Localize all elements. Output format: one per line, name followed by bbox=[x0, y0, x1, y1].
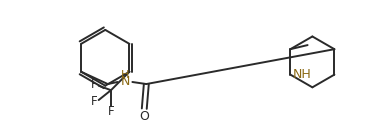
Text: F: F bbox=[90, 77, 97, 91]
Text: F: F bbox=[108, 105, 114, 118]
Text: H: H bbox=[121, 70, 129, 80]
Text: F: F bbox=[90, 95, 97, 108]
Text: NH: NH bbox=[293, 68, 312, 81]
Text: O: O bbox=[139, 110, 149, 122]
Text: N: N bbox=[120, 76, 130, 88]
